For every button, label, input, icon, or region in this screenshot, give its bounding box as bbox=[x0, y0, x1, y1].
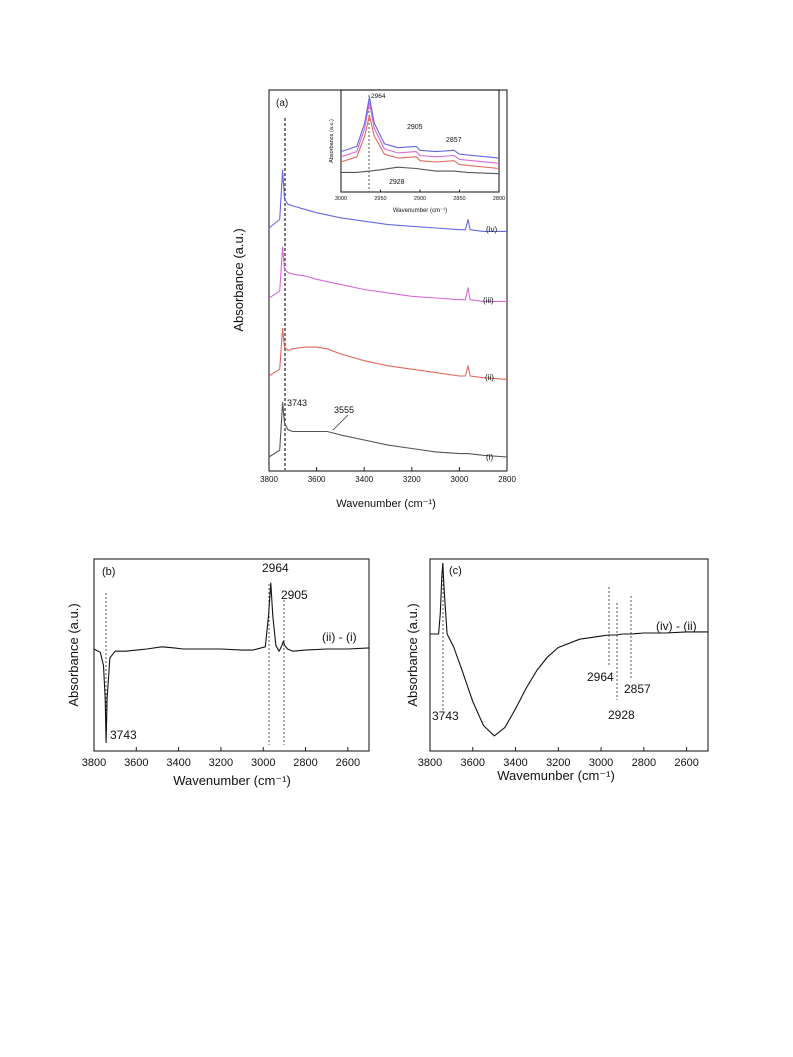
inset-frame bbox=[340, 89, 500, 193]
panel-c: (c) 3800 3600 3400 3200 3000 2800 2600 3743 29… bbox=[405, 558, 709, 783]
panel-b-tick-label: 2800 bbox=[293, 757, 317, 769]
label-3743: 3743 bbox=[287, 398, 307, 408]
panel-c-frame bbox=[429, 558, 709, 752]
panel-c-tick-label: 3200 bbox=[546, 757, 570, 769]
inset-label-2928: 2928 bbox=[389, 179, 405, 186]
panel-b-series-label: (ii) - (i) bbox=[322, 630, 357, 644]
inset-label-2964: 2964 bbox=[371, 93, 386, 100]
panel-c-series-label: (iv) - (ii) bbox=[656, 619, 697, 633]
panel-c-tick-label: 3800 bbox=[418, 757, 442, 769]
panel-c-tick-label: 3000 bbox=[589, 757, 613, 769]
panel-c-label-3743: 3743 bbox=[432, 709, 459, 723]
panel-b-series-line bbox=[93, 582, 370, 744]
panel-a-tick-label: 3000 bbox=[451, 475, 469, 484]
panel-c-ylabel: Absorbance (a.u.) bbox=[405, 603, 420, 706]
inset-series-line bbox=[340, 101, 500, 164]
panel-c-tick-label: 2800 bbox=[632, 757, 656, 769]
label-3555: 3555 bbox=[334, 405, 354, 415]
panel-b-tick-label: 3800 bbox=[82, 757, 106, 769]
panel-b-ticks: 3800 3600 3400 3200 3000 2800 2600 bbox=[82, 747, 360, 769]
inset-tick-label: 2800 bbox=[493, 196, 505, 202]
label-ii: (ii) bbox=[485, 373, 494, 382]
panel-a-series-line bbox=[268, 402, 508, 458]
panel-a-ylabel: Absorbance (a.u.) bbox=[231, 228, 246, 331]
panel-a-ticks: 3800 3600 3400 3200 3000 2800 bbox=[260, 467, 516, 484]
panel-a-series-line bbox=[268, 169, 507, 232]
panel-c-letter: (c) bbox=[449, 565, 462, 577]
inset-ticks: 3000 2950 2900 2850 2800 bbox=[335, 189, 505, 202]
panel-a-tick-label: 3800 bbox=[260, 475, 278, 484]
label-3555-leader bbox=[332, 414, 349, 431]
inset-tick-label: 2850 bbox=[453, 196, 465, 202]
panel-a-letter: (a) bbox=[276, 98, 288, 109]
panel-b-tick-label: 3600 bbox=[124, 757, 148, 769]
inset-label-2857: 2857 bbox=[446, 137, 462, 144]
panel-a: (a) 3800 3600 3400 3200 3000 2800 Wavenumber … bbox=[231, 89, 516, 510]
panel-b-label-2964: 2964 bbox=[262, 561, 289, 575]
panel-c-ticks: 3800 3600 3400 3200 3000 2800 2600 bbox=[418, 747, 699, 769]
panel-a-tick-label: 2800 bbox=[498, 475, 516, 484]
inset-ylabel: Absorbance (a.u.) bbox=[329, 119, 335, 163]
inset-xlabel: Wavenumber (cm⁻¹) bbox=[393, 208, 447, 214]
panel-a-series-line bbox=[268, 246, 507, 302]
panel-b-tick-label: 3200 bbox=[209, 757, 233, 769]
panel-a-inset: 3000 2950 2900 2850 2800 2964 2905 2857 2928… bbox=[329, 89, 505, 214]
panel-a-tick-label: 3200 bbox=[403, 475, 421, 484]
panel-b-tick-label: 2600 bbox=[336, 757, 360, 769]
label-i: (i) bbox=[486, 453, 493, 462]
panel-b-ylabel: Absorbance (a.u.) bbox=[66, 603, 81, 706]
panel-c-label-2964: 2964 bbox=[587, 670, 614, 684]
panel-c-label-2857: 2857 bbox=[624, 682, 651, 696]
panel-a-tick-label: 3400 bbox=[355, 475, 373, 484]
panel-b-frame bbox=[93, 558, 370, 752]
panel-b-tick-label: 3400 bbox=[166, 757, 190, 769]
panel-b-label-2905: 2905 bbox=[281, 588, 308, 602]
panel-a-frame bbox=[268, 89, 508, 472]
panel-a-series-line bbox=[268, 327, 508, 380]
panel-c-series-line bbox=[430, 562, 708, 737]
panel-b-xlabel: Wavenumber (cm⁻¹) bbox=[173, 773, 291, 788]
label-iii: (iii) bbox=[483, 296, 494, 305]
panel-c-tick-label: 3600 bbox=[461, 757, 485, 769]
inset-tick-label: 2900 bbox=[414, 196, 426, 202]
panel-a-tick-label: 3600 bbox=[308, 475, 326, 484]
label-iv: (iv) bbox=[486, 225, 497, 234]
inset-series-line bbox=[340, 96, 500, 159]
inset-tick-label: 2950 bbox=[374, 196, 386, 202]
panel-b-label-3743: 3743 bbox=[110, 728, 137, 742]
panel-b-traces bbox=[93, 582, 370, 744]
panel-b-letter: (b) bbox=[102, 566, 115, 578]
panel-a-traces bbox=[268, 169, 508, 458]
panel-c-label-2928: 2928 bbox=[608, 708, 635, 722]
inset-tick-label: 3000 bbox=[335, 196, 347, 202]
panel-b-tick-label: 3000 bbox=[251, 757, 275, 769]
panel-b: (b) 3800 3600 3400 3200 3000 2800 2600 3743 29… bbox=[66, 558, 370, 788]
panel-c-xlabel: Wavemunber (cm⁻¹) bbox=[497, 768, 615, 783]
inset-traces bbox=[340, 96, 500, 175]
panel-c-traces bbox=[430, 562, 708, 737]
panel-a-xlabel: Wavenumber (cm⁻¹) bbox=[336, 498, 436, 510]
inset-label-2905: 2905 bbox=[407, 124, 423, 131]
panel-c-tick-label: 2600 bbox=[674, 757, 698, 769]
inset-series-line bbox=[341, 166, 500, 175]
panel-c-tick-label: 3400 bbox=[503, 757, 527, 769]
inset-series-line bbox=[340, 114, 500, 170]
